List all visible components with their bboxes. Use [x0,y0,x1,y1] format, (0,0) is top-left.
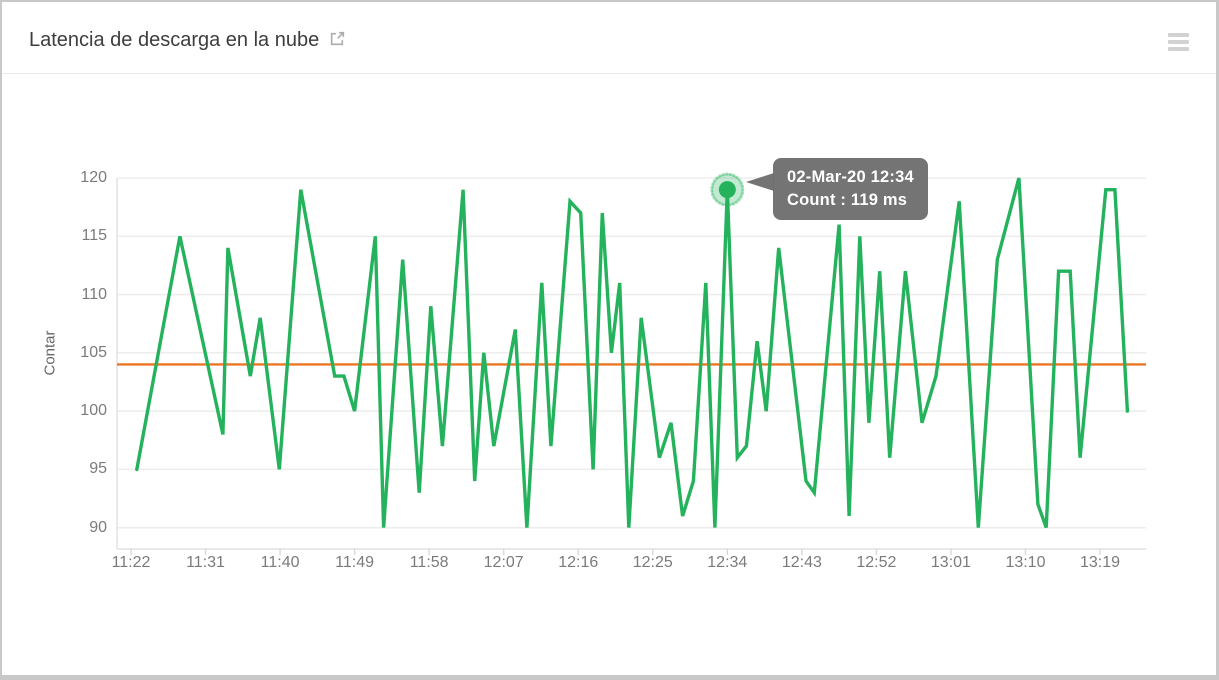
header-divider [2,73,1216,74]
highlighted-data-point[interactable] [718,181,736,199]
card-header: Latencia de descarga en la nube [29,28,346,52]
chart-title: Latencia de descarga en la nube [29,28,320,51]
y-axis-title: Contar [41,330,59,376]
tooltip-value: Count : 119 ms [787,191,908,209]
tooltip-timestamp: 02-Mar-20 12:34 [787,168,914,186]
data-point-tooltip: 02-Mar-20 12:34 Count : 119 ms [746,158,928,220]
external-link-icon[interactable] [329,30,346,52]
hamburger-bar [1168,33,1189,37]
latency-series-line [135,177,1130,529]
hamburger-menu-icon[interactable] [1168,33,1189,54]
hamburger-bar [1168,47,1189,51]
hamburger-bar [1168,40,1189,44]
highlight-halo-rim [710,172,745,207]
